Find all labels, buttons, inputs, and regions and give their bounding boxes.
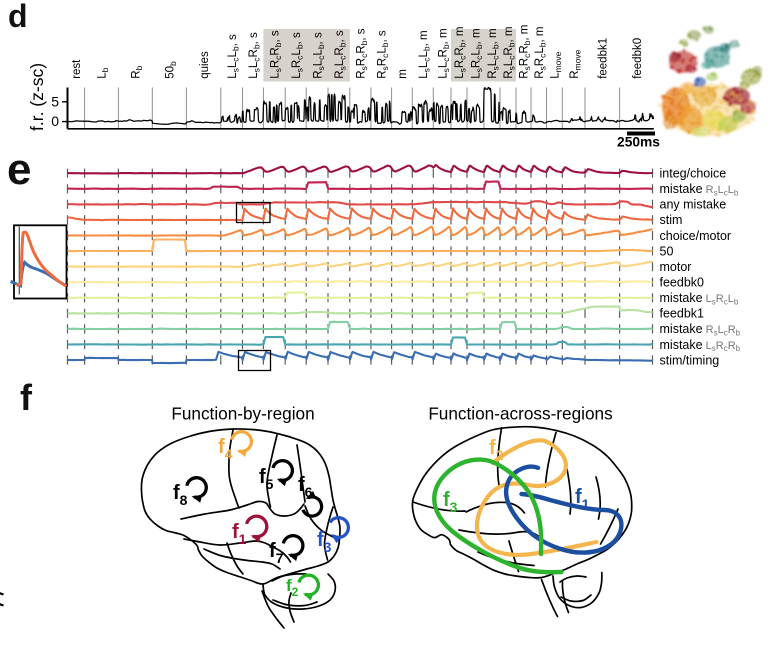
svg-text:50b: 50b	[165, 61, 179, 79]
svg-text:e: e	[7, 145, 31, 194]
svg-text:mistake LsRcRb: mistake LsRcRb	[660, 338, 741, 353]
svg-text:mistake LsRcLb: mistake LsRcLb	[660, 291, 739, 306]
svg-text:RsLcRb, s: RsLcRb, s	[334, 30, 348, 79]
svg-text:Lb: Lb	[97, 67, 111, 78]
svg-text:LsLcLb, m: LsLcLb, m	[418, 30, 432, 78]
svg-text:5: 5	[51, 93, 59, 109]
svg-text:stim/timing: stim/timing	[660, 353, 720, 367]
svg-text:integ/choice: integ/choice	[660, 167, 727, 181]
svg-text:LsRcRb, s: LsRcRb, s	[270, 30, 284, 79]
svg-text:0: 0	[51, 113, 59, 129]
svg-text:LsLcRb, s: LsLcRb, s	[248, 32, 262, 79]
svg-text:feedbk0: feedbk0	[632, 38, 644, 79]
svg-text:RsRcLb, m: RsRcLb, m	[534, 27, 548, 79]
svg-text:motor: motor	[660, 260, 692, 274]
svg-text:f.r. (z-sc): f.r. (z-sc)	[27, 63, 47, 131]
svg-text:feedbk1: feedbk1	[598, 38, 610, 79]
svg-text:Function-by-region: Function-by-region	[171, 404, 314, 424]
svg-text:feedbk1: feedbk1	[660, 307, 705, 321]
svg-text:stim: stim	[660, 213, 683, 227]
svg-text:d: d	[8, 0, 28, 34]
svg-text:choice/motor: choice/motor	[660, 229, 732, 243]
svg-text:LsLcLb, s: LsLcLb, s	[227, 34, 241, 79]
svg-text:f: f	[20, 377, 33, 418]
svg-text:RsRcRb, s: RsRcRb, s	[356, 28, 370, 79]
svg-text:any mistake: any mistake	[660, 198, 727, 212]
svg-text:m: m	[397, 69, 409, 79]
svg-text:RsLcRb, m: RsLcRb, m	[503, 27, 517, 79]
svg-text:250ms: 250ms	[617, 135, 660, 150]
svg-text:Function-across-regions: Function-across-regions	[428, 404, 612, 424]
svg-text:RsRcLb, s: RsRcLb, s	[376, 30, 390, 79]
svg-text:LsRcLb, m: LsRcLb, m	[471, 28, 485, 78]
svg-text:RsLcLb, m: RsLcLb, m	[487, 28, 501, 78]
svg-text:Rmove: Rmove	[569, 49, 583, 78]
svg-text:Rb: Rb	[131, 65, 145, 78]
svg-text:Lmove: Lmove	[550, 51, 564, 78]
svg-text:feedbk0: feedbk0	[660, 276, 705, 290]
svg-text:LsLcRb, m: LsLcRb, m	[437, 28, 451, 78]
svg-text:LsRcLb, s: LsRcLb, s	[291, 32, 305, 79]
svg-text:RsLcLb, s: RsLcLb, s	[312, 32, 326, 79]
svg-text:50: 50	[660, 244, 674, 258]
svg-text:quies: quies	[199, 51, 211, 79]
svg-text:mistake RsLcRb: mistake RsLcRb	[660, 322, 741, 337]
svg-text:mistake RsLcLb: mistake RsLcLb	[660, 182, 739, 197]
svg-text:RsRcRb, m: RsRcRb, m	[519, 25, 533, 79]
svg-text:rest: rest	[71, 59, 83, 79]
svg-text:LsRcRb, m: LsRcRb, m	[454, 27, 468, 79]
